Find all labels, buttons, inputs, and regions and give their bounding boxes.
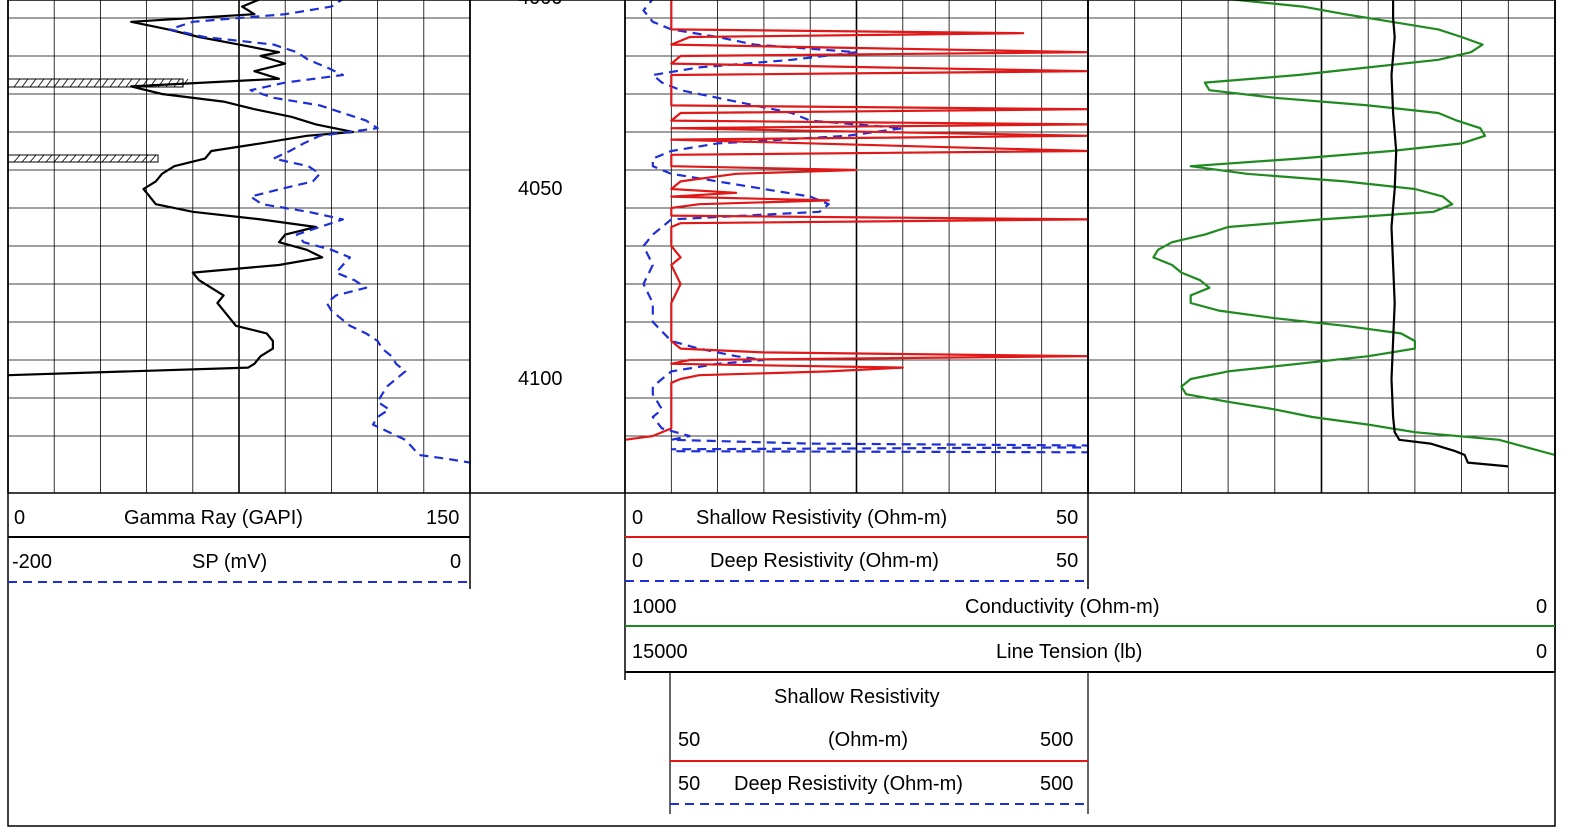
header-deep-res-label: Deep Resistivity (Ohm-m) xyxy=(710,550,939,572)
hatch-line xyxy=(13,154,21,163)
header-shallow-res-label: Shallow Resistivity (Ohm-m) xyxy=(696,507,948,529)
header-sp-min: -200 xyxy=(12,551,53,573)
hatch-line xyxy=(109,78,117,88)
header-shallow-res-backup-min: 50 xyxy=(678,729,701,751)
hatch-line xyxy=(109,154,117,163)
line-tension-curve xyxy=(1390,0,1509,468)
depth-label-4000: 4000 xyxy=(518,0,563,10)
hatch-line xyxy=(117,78,125,88)
header-shallow-res-min: 0 xyxy=(632,507,644,529)
header-conductivity-label: Conductivity (Ohm-m) xyxy=(965,596,1160,618)
header-deep-res-backup-label: Deep Resistivity (Ohm-m) xyxy=(734,773,963,795)
hatch-line xyxy=(77,78,85,88)
hatch-line xyxy=(149,154,157,163)
hatch-line xyxy=(101,154,109,163)
hatch-line xyxy=(101,78,109,88)
gamma-ray-curve xyxy=(7,0,355,377)
hatch-line xyxy=(149,78,157,88)
hatch-line xyxy=(69,154,77,163)
hatch-line xyxy=(13,78,21,88)
hatch-line xyxy=(29,78,37,88)
depth-label-4050: 4050 xyxy=(518,178,563,200)
hatch-line xyxy=(165,78,173,88)
header-gamma-ray-min: 0 xyxy=(14,507,26,529)
header-deep-res-max: 50 xyxy=(1056,550,1079,572)
hatch-line xyxy=(141,78,149,88)
hatch-line xyxy=(61,78,69,88)
deep-resistivity-curve xyxy=(642,0,1090,451)
hatch-line xyxy=(93,78,101,88)
hatch-line xyxy=(133,78,141,88)
hatch-line xyxy=(45,154,53,163)
hatch-line xyxy=(45,78,53,88)
header-conductivity-min: 1000 xyxy=(632,596,677,618)
header-sp-label: SP (mV) xyxy=(192,551,268,573)
header-tension-max: 0 xyxy=(1536,641,1548,663)
hatch-line xyxy=(125,154,133,163)
conductivity-curve xyxy=(1152,0,1556,457)
header-gamma-ray-label: Gamma Ray (GAPI) xyxy=(124,507,303,529)
hatch-line xyxy=(133,154,141,163)
hatch-line xyxy=(21,78,29,88)
deep-resistivity-backup-curve xyxy=(676,450,1089,454)
hatch-line xyxy=(157,78,165,88)
hatch-line xyxy=(77,154,85,163)
hatch-line xyxy=(53,154,61,163)
header-tension-label: Line Tension (lb) xyxy=(996,641,1143,663)
header-gamma-ray-max: 150 xyxy=(426,507,460,529)
header-sp-max: 0 xyxy=(450,551,462,573)
depth-label-4100: 4100 xyxy=(518,368,563,390)
hatch-line xyxy=(29,154,37,163)
hatch-line xyxy=(173,78,181,88)
hatch-line xyxy=(93,154,101,163)
header-shallow-res-backup-label-1: Shallow Resistivity xyxy=(774,686,940,708)
sp-curve xyxy=(168,0,471,464)
hatch-line xyxy=(37,78,45,88)
hatch-line xyxy=(117,154,125,163)
hatch-line xyxy=(61,154,69,163)
hatch-line xyxy=(125,78,133,88)
header-shallow-res-backup-max: 500 xyxy=(1040,729,1074,751)
header-shallow-res-max: 50 xyxy=(1056,507,1079,529)
hatch-line xyxy=(85,154,93,163)
header-conductivity-max: 0 xyxy=(1536,596,1548,618)
hatch-line xyxy=(141,154,149,163)
header-shallow-res-backup-label-2: (Ohm-m) xyxy=(828,729,908,751)
hatch-line xyxy=(37,154,45,163)
hatch-line xyxy=(69,78,77,88)
header-deep-res-min: 0 xyxy=(632,550,644,572)
hatch-line xyxy=(21,154,29,163)
header-deep-res-backup-max: 500 xyxy=(1040,773,1074,795)
header-deep-res-backup-min: 50 xyxy=(678,773,701,795)
header-tension-min: 15000 xyxy=(632,641,688,663)
hatch-line xyxy=(53,78,61,88)
hatch-line xyxy=(181,78,189,88)
hatch-line xyxy=(85,78,93,88)
